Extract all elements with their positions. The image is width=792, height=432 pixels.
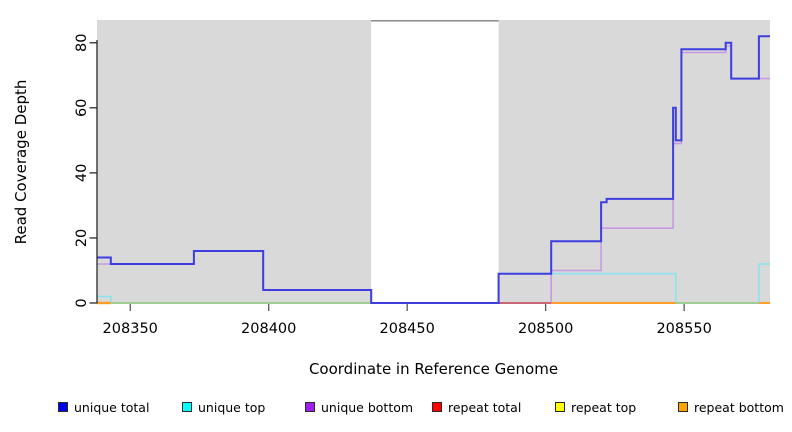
x-tick-label: 208550 — [656, 321, 711, 337]
y-tick-label: 40 — [74, 164, 90, 182]
y-tick-label: 0 — [74, 298, 90, 307]
x-axis-title: Coordinate in Reference Genome — [308, 360, 559, 378]
y-axis-title: Read Coverage Depth — [12, 79, 30, 245]
x-tick-label: 208450 — [380, 321, 435, 337]
x-tick-label: 208500 — [518, 321, 573, 337]
y-tick-label: 80 — [74, 34, 90, 52]
y-tick-label: 20 — [74, 229, 90, 247]
series-unique-top — [97, 263, 770, 304]
x-tick-label: 208400 — [241, 321, 296, 337]
y-tick-label: 60 — [74, 99, 90, 117]
masked-region — [371, 20, 499, 303]
x-tick-label: 208350 — [103, 321, 158, 337]
series-unique-total — [97, 35, 770, 304]
